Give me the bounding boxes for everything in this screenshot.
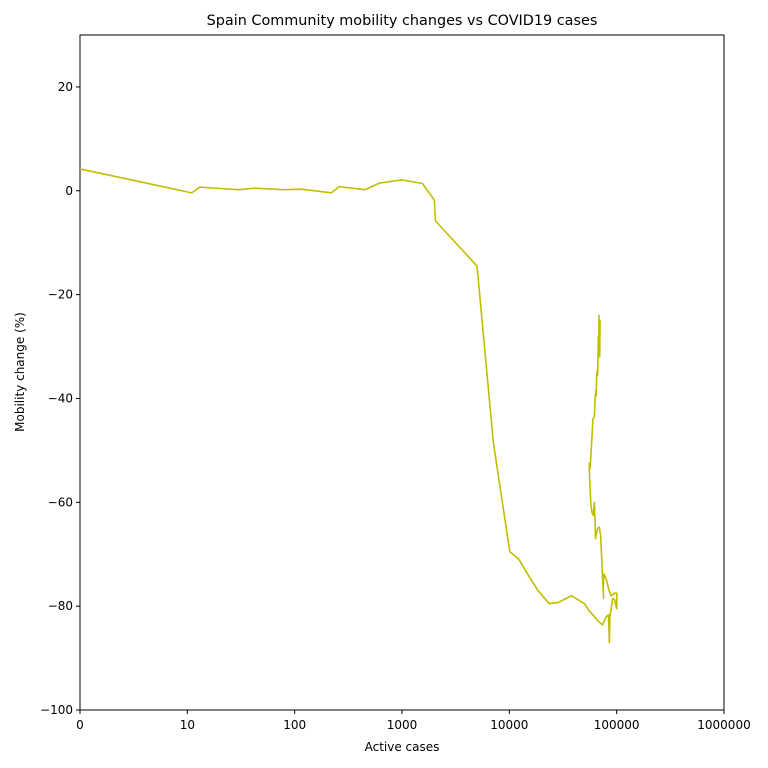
x-tick-label: 100: [283, 718, 306, 732]
chart-title: Spain Community mobility changes vs COVI…: [207, 13, 598, 29]
y-tick-label: 20: [58, 80, 73, 94]
y-axis-label: Mobility change (%): [13, 312, 27, 432]
x-axis: 0 10 100 1000 10000 100000 1000000: [76, 710, 751, 732]
x-tick-label: 10000: [490, 718, 528, 732]
x-tick-label: 0: [76, 718, 84, 732]
y-tick-label: −60: [48, 495, 73, 509]
plot-frame: [79, 34, 725, 711]
x-tick-label: 1000000: [697, 718, 750, 732]
y-tick-label: −100: [40, 703, 73, 717]
x-axis-label: Active cases: [365, 740, 440, 754]
y-tick-label: −40: [48, 391, 73, 405]
x-tick-label: 1000: [387, 718, 418, 732]
y-tick-label: −80: [48, 599, 73, 613]
plot-area: [79, 34, 725, 711]
series-line: [79, 168, 618, 644]
x-tick-label: 100000: [594, 718, 640, 732]
x-tick-label: 10: [180, 718, 195, 732]
y-axis: 20 0 −20 −40 −60 −80 −100: [40, 80, 80, 717]
y-tick-label: 0: [65, 184, 73, 198]
y-tick-label: −20: [48, 288, 73, 302]
series-layer: [79, 168, 618, 644]
